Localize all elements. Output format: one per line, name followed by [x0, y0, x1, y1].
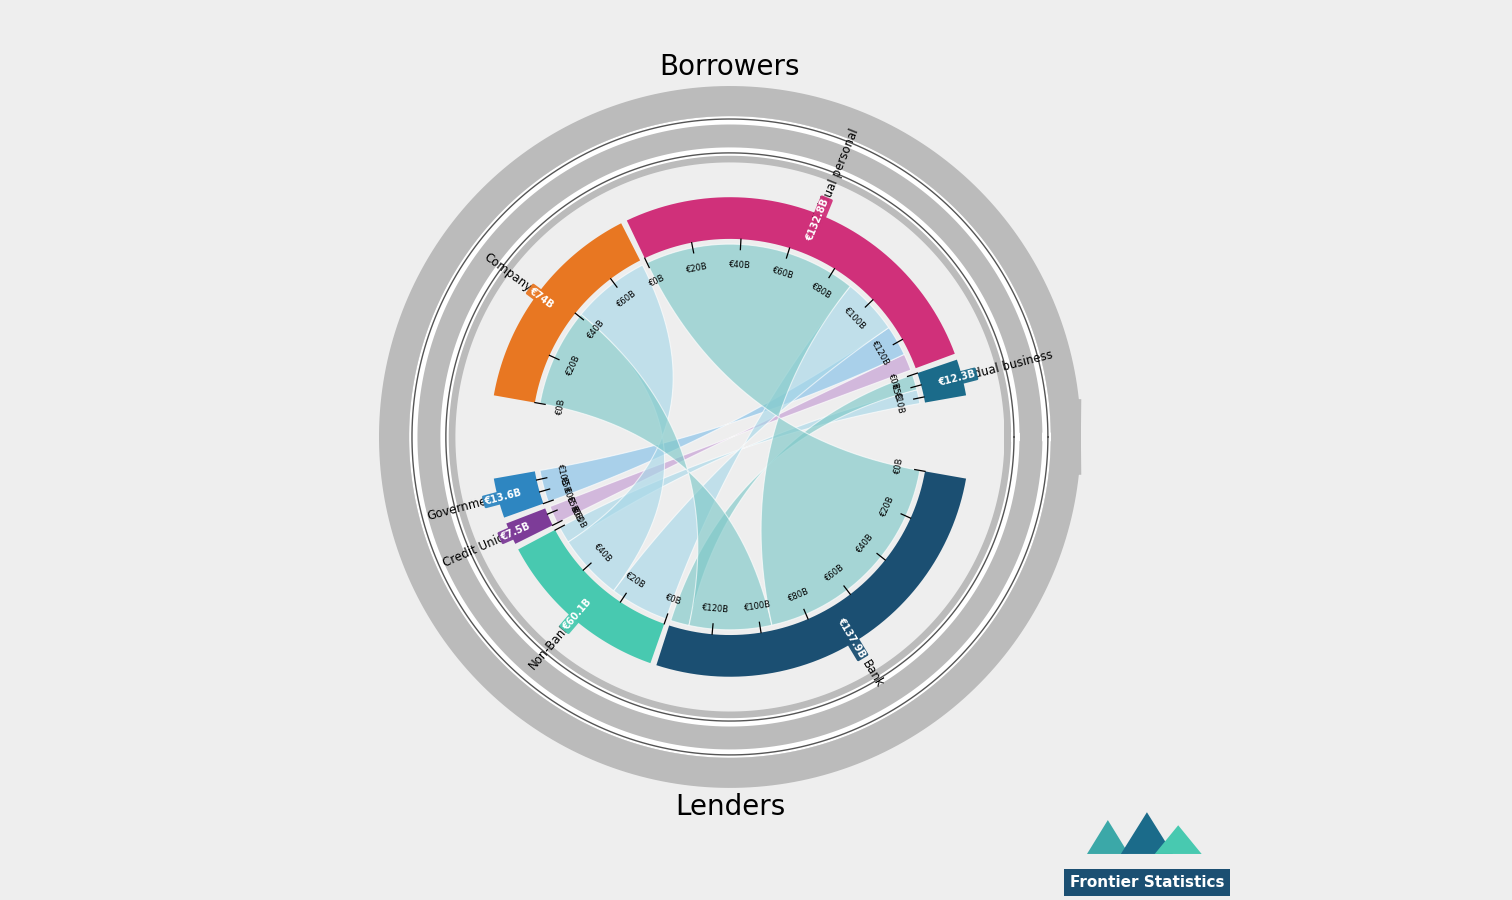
- Text: €137.9B: €137.9B: [835, 616, 866, 660]
- Text: €120B: €120B: [700, 603, 729, 614]
- Text: €13.6B: €13.6B: [484, 487, 523, 507]
- Polygon shape: [1087, 820, 1128, 854]
- Text: €20B: €20B: [564, 355, 582, 378]
- Polygon shape: [671, 374, 916, 626]
- Text: €120B: €120B: [869, 338, 891, 366]
- Text: Bank: Bank: [859, 658, 886, 689]
- Text: €0B: €0B: [561, 485, 575, 504]
- Text: €10B: €10B: [892, 391, 906, 414]
- Polygon shape: [614, 286, 889, 619]
- Text: €20B: €20B: [685, 262, 708, 274]
- Text: €40B: €40B: [585, 319, 606, 341]
- Text: €12.3B: €12.3B: [937, 369, 977, 388]
- Polygon shape: [647, 244, 919, 626]
- Text: Lenders: Lenders: [674, 793, 785, 821]
- Text: Individual business: Individual business: [940, 348, 1054, 389]
- Polygon shape: [1120, 813, 1173, 854]
- Polygon shape: [569, 266, 673, 590]
- Text: Company: Company: [481, 251, 534, 294]
- Text: €10B: €10B: [555, 463, 569, 486]
- Text: €74B: €74B: [528, 285, 555, 310]
- Text: €80B: €80B: [809, 282, 833, 301]
- Polygon shape: [918, 360, 966, 402]
- Text: €100B: €100B: [842, 305, 866, 330]
- Polygon shape: [494, 472, 543, 518]
- Text: €0B: €0B: [664, 592, 682, 607]
- Text: €60B: €60B: [770, 266, 794, 281]
- Text: €40B: €40B: [593, 542, 614, 563]
- Polygon shape: [550, 355, 910, 523]
- Text: €40B: €40B: [854, 533, 875, 555]
- Text: Non-Bank: Non-Bank: [526, 620, 573, 672]
- Polygon shape: [627, 197, 954, 368]
- Text: €0B: €0B: [555, 398, 567, 416]
- Text: €60B: €60B: [823, 563, 845, 584]
- Text: Credit Union: Credit Union: [442, 527, 514, 570]
- Text: €20B: €20B: [878, 496, 895, 519]
- Text: €100B: €100B: [742, 600, 771, 614]
- Text: Borrowers: Borrowers: [659, 53, 800, 81]
- Text: €60.1B: €60.1B: [561, 597, 593, 633]
- Text: €60B: €60B: [615, 290, 638, 310]
- Text: €132.8B: €132.8B: [804, 197, 832, 242]
- Text: Individual personal: Individual personal: [807, 126, 862, 236]
- Text: Frontier Statistics: Frontier Statistics: [1069, 875, 1225, 890]
- Text: €0B: €0B: [886, 373, 900, 391]
- Text: Government: Government: [425, 492, 500, 524]
- Polygon shape: [540, 314, 773, 630]
- Text: €40B: €40B: [729, 260, 750, 270]
- Polygon shape: [540, 328, 904, 502]
- Text: €5B: €5B: [558, 475, 572, 494]
- Text: €0B: €0B: [569, 504, 584, 523]
- Text: €0B: €0B: [647, 274, 665, 289]
- Text: €60B: €60B: [569, 506, 587, 529]
- Text: €5B: €5B: [889, 382, 903, 400]
- Polygon shape: [494, 223, 640, 402]
- Polygon shape: [656, 472, 966, 677]
- Text: €0B: €0B: [894, 458, 906, 476]
- Text: €7.5B: €7.5B: [499, 521, 532, 543]
- Text: €5B: €5B: [564, 495, 579, 513]
- Polygon shape: [519, 530, 664, 663]
- Polygon shape: [1155, 825, 1202, 854]
- Polygon shape: [559, 390, 919, 542]
- Text: €20B: €20B: [623, 571, 647, 590]
- Polygon shape: [507, 508, 553, 544]
- Text: €80B: €80B: [786, 587, 809, 604]
